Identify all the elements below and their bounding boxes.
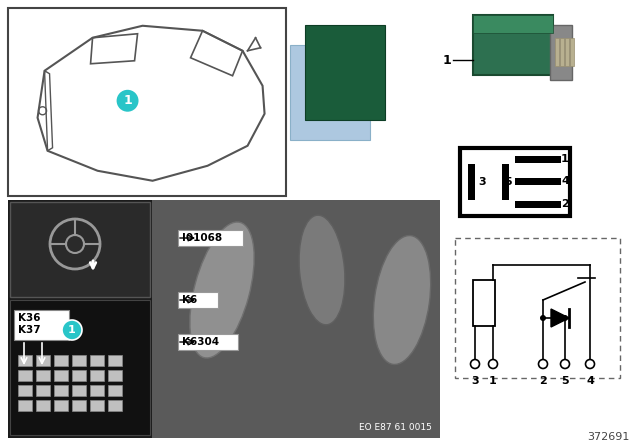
Bar <box>90 385 104 396</box>
Text: 3: 3 <box>478 177 486 187</box>
Text: K6: K6 <box>182 295 197 305</box>
Text: 1: 1 <box>123 94 132 107</box>
Text: 372691: 372691 <box>588 432 630 442</box>
Circle shape <box>538 359 547 369</box>
Bar <box>550 25 572 80</box>
Text: 2: 2 <box>561 199 569 209</box>
Bar <box>10 300 150 435</box>
Bar <box>8 200 440 438</box>
Text: 4: 4 <box>561 176 569 186</box>
Text: I01068: I01068 <box>182 233 222 243</box>
Circle shape <box>470 359 479 369</box>
Bar <box>565 38 569 66</box>
Bar <box>18 400 32 411</box>
Bar <box>502 164 509 200</box>
Bar <box>10 202 150 297</box>
Circle shape <box>586 359 595 369</box>
Text: 4: 4 <box>586 376 594 386</box>
Bar <box>90 370 104 381</box>
Text: 1: 1 <box>443 53 451 66</box>
Circle shape <box>540 315 546 321</box>
Text: 1: 1 <box>68 325 76 335</box>
Circle shape <box>561 359 570 369</box>
Text: 5: 5 <box>504 177 512 187</box>
Bar <box>455 238 620 378</box>
Bar <box>14 310 69 340</box>
Bar <box>473 15 553 33</box>
Bar <box>515 178 561 185</box>
Bar <box>8 8 286 196</box>
Bar <box>152 200 440 438</box>
Bar <box>36 385 50 396</box>
Ellipse shape <box>190 222 254 358</box>
Circle shape <box>116 89 140 113</box>
Bar <box>54 400 68 411</box>
Bar <box>178 334 238 350</box>
Bar <box>18 355 32 366</box>
Bar <box>108 385 122 396</box>
Bar <box>54 370 68 381</box>
Bar <box>108 370 122 381</box>
Bar <box>555 38 559 66</box>
Bar <box>54 385 68 396</box>
Bar <box>36 355 50 366</box>
Bar <box>90 400 104 411</box>
Circle shape <box>562 315 568 321</box>
Bar <box>515 156 561 163</box>
Bar <box>54 355 68 366</box>
Text: K37: K37 <box>18 325 40 335</box>
Text: 3: 3 <box>471 376 479 386</box>
Bar <box>72 370 86 381</box>
Text: K6304: K6304 <box>182 337 219 347</box>
Polygon shape <box>551 309 569 327</box>
Bar <box>560 38 564 66</box>
Bar <box>108 355 122 366</box>
Bar <box>460 148 570 216</box>
Text: 2: 2 <box>539 376 547 386</box>
Bar <box>178 230 243 246</box>
Text: EO E87 61 0015: EO E87 61 0015 <box>359 423 432 432</box>
Text: 1: 1 <box>561 154 569 164</box>
Bar <box>18 385 32 396</box>
Circle shape <box>62 320 82 340</box>
Bar <box>36 400 50 411</box>
Bar <box>473 15 553 75</box>
Ellipse shape <box>373 236 431 365</box>
Bar <box>18 370 32 381</box>
Bar <box>305 25 385 120</box>
Bar <box>36 370 50 381</box>
Bar <box>108 400 122 411</box>
Text: 1: 1 <box>489 376 497 386</box>
Bar <box>515 201 561 208</box>
Bar <box>72 400 86 411</box>
Bar <box>290 45 370 140</box>
Ellipse shape <box>299 215 345 325</box>
Bar <box>473 280 495 326</box>
Bar <box>468 164 475 200</box>
Bar <box>72 385 86 396</box>
Bar <box>90 355 104 366</box>
Bar <box>570 38 574 66</box>
Text: K36: K36 <box>18 313 40 323</box>
Text: 5: 5 <box>561 376 569 386</box>
Bar <box>178 292 218 308</box>
Bar <box>455 238 620 378</box>
Bar <box>72 355 86 366</box>
Circle shape <box>488 359 497 369</box>
